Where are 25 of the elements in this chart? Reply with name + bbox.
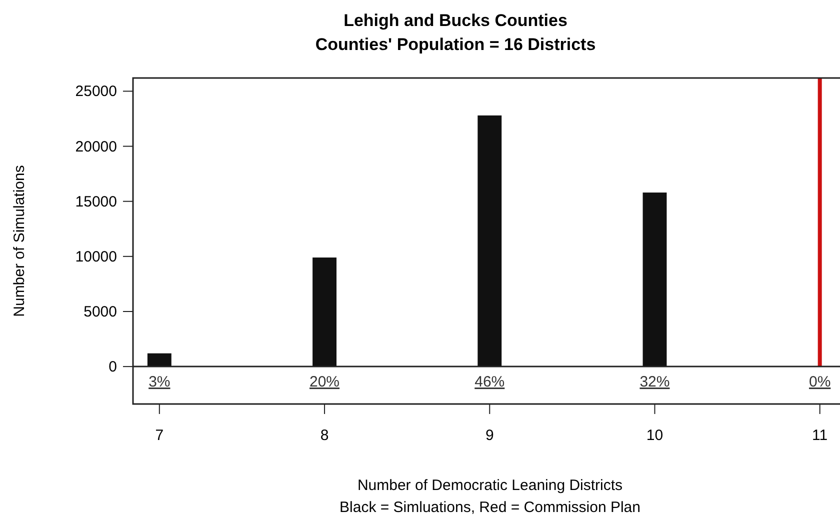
annotation: 46% bbox=[474, 374, 505, 391]
x-tick-label: 11 bbox=[812, 427, 828, 444]
chart-title: Lehigh and Bucks Counties bbox=[344, 11, 568, 30]
x-tick-label: 10 bbox=[646, 427, 664, 444]
y-tick-label: 0 bbox=[108, 358, 117, 376]
y-tick-label: 15000 bbox=[75, 193, 117, 210]
x-axis-title: Number of Democratic Leaning Districts bbox=[357, 477, 623, 494]
bar bbox=[147, 353, 172, 367]
y-tick-label: 20000 bbox=[75, 138, 117, 156]
chart-subtitle: Counties' Population = 16 Districts bbox=[315, 35, 596, 54]
annotation: 0% bbox=[808, 374, 831, 391]
y-tick-label: 5000 bbox=[84, 303, 117, 320]
x-tick-label: 9 bbox=[485, 427, 494, 444]
y-tick-label: 25000 bbox=[75, 83, 117, 100]
x-tick-label: 7 bbox=[155, 427, 164, 444]
bar bbox=[642, 192, 667, 367]
text: Black = Simluations, Red = Commission Plan bbox=[340, 499, 640, 516]
annotation: 32% bbox=[640, 374, 670, 391]
y-axis-title: Number of Simulations bbox=[11, 165, 28, 317]
y-tick-label: 10000 bbox=[75, 248, 117, 266]
bar bbox=[478, 115, 502, 367]
annotation: 20% bbox=[310, 374, 340, 391]
x-tick-label: 8 bbox=[320, 427, 329, 444]
bar bbox=[312, 258, 336, 367]
annotation: 3% bbox=[148, 374, 170, 391]
